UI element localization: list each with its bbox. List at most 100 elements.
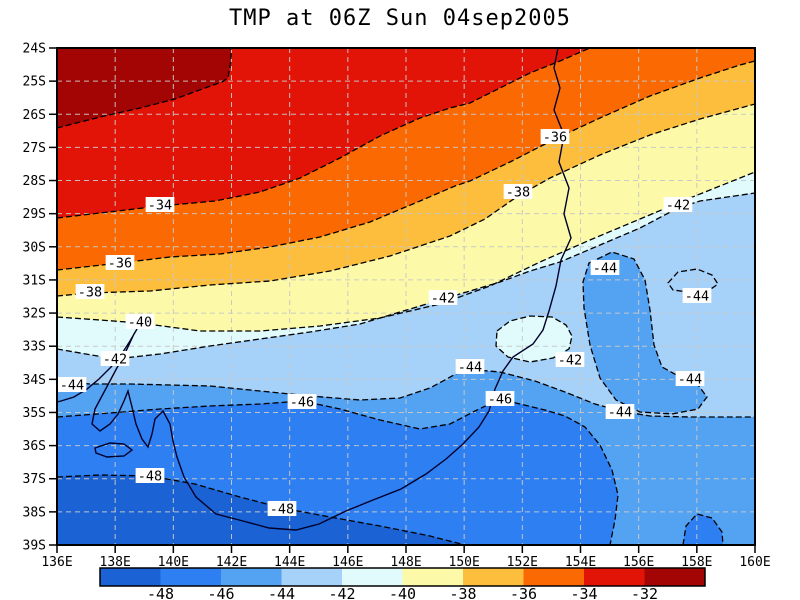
contour-label: -42	[558, 353, 582, 369]
lon-label: 146E	[332, 555, 363, 570]
contour-label-box	[75, 284, 105, 299]
lon-label: 156E	[623, 555, 654, 570]
lat-label: 39S	[23, 539, 46, 554]
colorbar-cell	[584, 568, 645, 586]
contour-label-box	[485, 391, 515, 406]
lat-label: 25S	[23, 75, 46, 90]
contour-label: -42	[431, 291, 455, 307]
lat-label: 26S	[23, 108, 46, 123]
lat-label: 33S	[23, 340, 46, 355]
contour-label: -44	[458, 360, 482, 376]
contour-label: -42	[103, 352, 127, 368]
contour-label-box	[555, 352, 585, 367]
contour-label-box	[455, 359, 485, 374]
closed-contour-region	[683, 514, 723, 545]
contour-line	[495, 315, 573, 363]
lat-label: 35S	[23, 406, 46, 421]
lon-label: 140E	[158, 555, 189, 570]
contour-line	[582, 251, 708, 415]
colorbar-cell	[281, 568, 342, 586]
lon-label: 158E	[681, 555, 712, 570]
lon-label: 148E	[390, 555, 421, 570]
contour-label: -44	[678, 372, 702, 388]
lon-label: 138E	[100, 555, 131, 570]
closed-contour-region	[583, 252, 707, 414]
colorbar-label: -34	[570, 585, 597, 600]
lat-label: 38S	[23, 505, 46, 520]
lat-label: 28S	[23, 174, 46, 189]
colorbar-label: -36	[510, 585, 537, 600]
lon-label: 150E	[449, 555, 480, 570]
colorbar-label: -46	[207, 585, 234, 600]
colorbar-cell	[221, 568, 282, 586]
contour-line	[57, 60, 755, 271]
colorbar-label: -38	[449, 585, 476, 600]
colorbar-label: -44	[268, 585, 295, 600]
contour-label-box	[605, 404, 635, 419]
colorbar-label: -42	[328, 585, 355, 600]
contour-line	[682, 513, 724, 545]
contour-label-box	[428, 290, 458, 305]
contour-label-box	[105, 255, 135, 270]
contour-label: -44	[685, 289, 709, 305]
contour-label: -34	[148, 198, 172, 214]
contour-labels: -34 -36 -36 -38 -38 -40 -42 -42 -42 -42 -44 -44 -44 -…	[57, 129, 712, 518]
closed-contour-region	[668, 269, 718, 292]
colorbar-cell	[644, 568, 705, 586]
contour-line	[57, 474, 466, 545]
contour-label-box	[287, 394, 317, 409]
lon-label: 152E	[507, 555, 538, 570]
contour-label: -38	[506, 185, 530, 201]
lon-label: 142E	[216, 555, 247, 570]
colorbar-cell	[342, 568, 403, 586]
lon-label: 144E	[274, 555, 305, 570]
contour-label: -36	[108, 256, 132, 272]
contour-line	[667, 268, 719, 293]
colorbar-cell	[463, 568, 524, 586]
contour-label-box	[125, 314, 155, 329]
lon-label: 154E	[565, 555, 596, 570]
contour-label: -44	[60, 378, 84, 394]
lat-label: 30S	[23, 240, 46, 255]
contour-label: -40	[128, 315, 152, 331]
colorbar-cell	[100, 568, 161, 586]
lon-label: 160E	[739, 555, 770, 570]
contour-label-box	[590, 260, 620, 275]
lat-label: 32S	[23, 307, 46, 322]
colorbar-label: -32	[631, 585, 658, 600]
axis-labels: 24S 25S 26S 27S 28S 29S 30S 31S 32S 33S 34S 35S 36S 3…	[23, 42, 771, 571]
lat-label: 29S	[23, 207, 46, 222]
colorbar-label: -48	[147, 585, 174, 600]
colorbar-cell	[160, 568, 221, 586]
contour-label-box	[135, 468, 165, 483]
contour-line	[57, 398, 619, 545]
latlon-grid	[57, 48, 755, 545]
contour-label: -44	[593, 261, 617, 277]
colorbar: -48 -46 -44 -42 -40 -38 -36 -34 -32	[99, 567, 706, 600]
contour-label: -42	[666, 198, 690, 214]
contour-label-box	[540, 129, 570, 144]
contour-label-box	[145, 197, 175, 212]
lon-label: 136E	[41, 555, 72, 570]
contour-label: -36	[543, 130, 567, 146]
contour-label-box	[663, 197, 693, 212]
contour-line	[57, 103, 755, 297]
closed-contour-region	[496, 316, 572, 362]
colorbar-cell	[402, 568, 463, 586]
contour-label-box	[503, 184, 533, 199]
lat-label: 36S	[23, 439, 46, 454]
contour-label-box	[682, 288, 712, 303]
colorbar-label: -40	[389, 585, 416, 600]
contour-label: -44	[608, 405, 632, 421]
band-fill	[57, 475, 465, 545]
lat-label: 31S	[23, 273, 46, 288]
contour-label: -48	[270, 502, 294, 518]
contour-line	[57, 48, 232, 129]
contour-label: -38	[78, 285, 102, 301]
contour-label-box	[57, 377, 87, 392]
coastline-path	[94, 442, 134, 458]
contour-line	[57, 48, 591, 219]
map-frame	[49, 47, 756, 553]
